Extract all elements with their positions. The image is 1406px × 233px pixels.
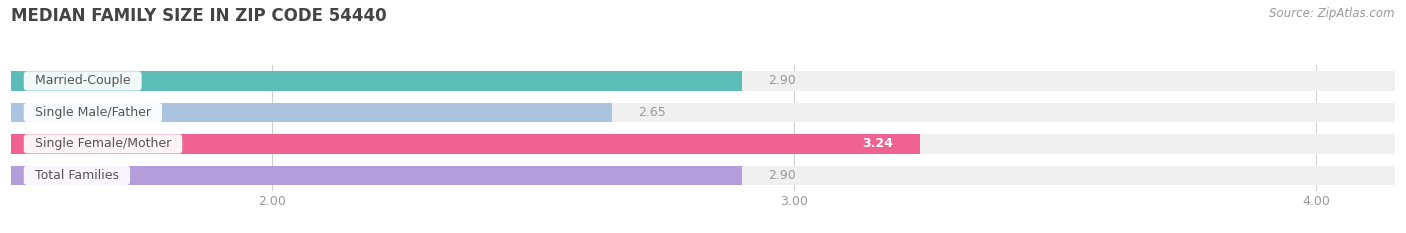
Bar xyxy=(11,134,1395,154)
Bar xyxy=(11,103,612,122)
Text: 2.65: 2.65 xyxy=(638,106,665,119)
Text: 2.90: 2.90 xyxy=(768,75,796,87)
Bar xyxy=(11,71,742,91)
Text: Single Female/Mother: Single Female/Mother xyxy=(27,137,179,150)
Bar xyxy=(11,166,1395,185)
Text: Total Families: Total Families xyxy=(27,169,127,182)
Text: 2.90: 2.90 xyxy=(768,169,796,182)
Bar xyxy=(11,134,920,154)
Text: Married-Couple: Married-Couple xyxy=(27,75,139,87)
Bar xyxy=(11,71,1395,91)
Text: 3.24: 3.24 xyxy=(863,137,894,150)
Bar xyxy=(11,103,1395,122)
Text: Source: ZipAtlas.com: Source: ZipAtlas.com xyxy=(1270,7,1395,20)
Bar xyxy=(11,166,742,185)
Text: Single Male/Father: Single Male/Father xyxy=(27,106,159,119)
Text: MEDIAN FAMILY SIZE IN ZIP CODE 54440: MEDIAN FAMILY SIZE IN ZIP CODE 54440 xyxy=(11,7,387,25)
